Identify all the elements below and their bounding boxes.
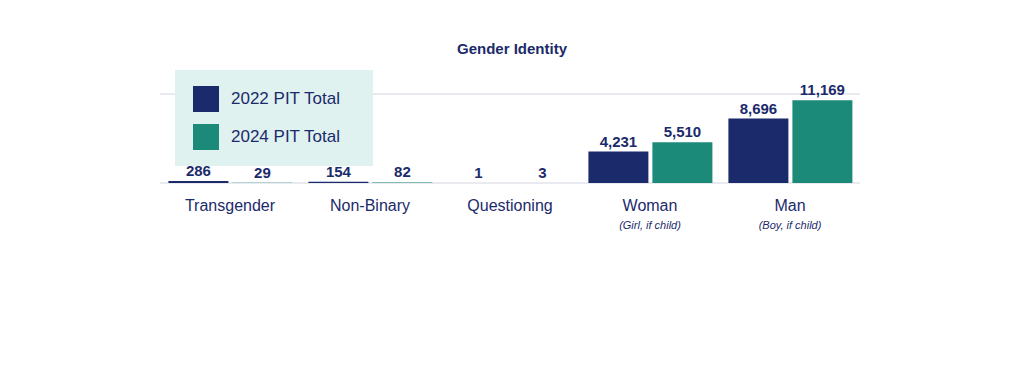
html-text:2022 PIT Total: 2022 PIT Total xyxy=(231,89,340,108)
svg-text:82: 82 xyxy=(394,163,411,180)
svg-text:Woman: Woman xyxy=(623,197,678,214)
svg-text:(Boy, if child): (Boy, if child) xyxy=(759,219,822,231)
svg-text:1: 1 xyxy=(474,164,482,181)
svg-text:154: 154 xyxy=(326,163,352,180)
svg-text:4,231: 4,231 xyxy=(600,133,638,150)
svg-text:5,510: 5,510 xyxy=(664,123,702,140)
svg-text:3: 3 xyxy=(538,164,546,181)
svg-text:(Girl, if child): (Girl, if child) xyxy=(619,219,681,231)
svg-text:Non-Binary: Non-Binary xyxy=(330,197,410,214)
svg-text:Man: Man xyxy=(774,197,805,214)
svg-text:286: 286 xyxy=(186,162,211,179)
svg-text:11,169: 11,169 xyxy=(800,81,845,98)
svg-text:Transgender: Transgender xyxy=(185,197,276,214)
svg-text:8,696: 8,696 xyxy=(740,100,778,117)
html-text:2024 PIT Total: 2024 PIT Total xyxy=(231,127,340,146)
html-text:Gender Identity: Gender Identity xyxy=(457,40,567,57)
svg-text:29: 29 xyxy=(254,164,271,181)
svg-text:Questioning: Questioning xyxy=(467,197,552,214)
